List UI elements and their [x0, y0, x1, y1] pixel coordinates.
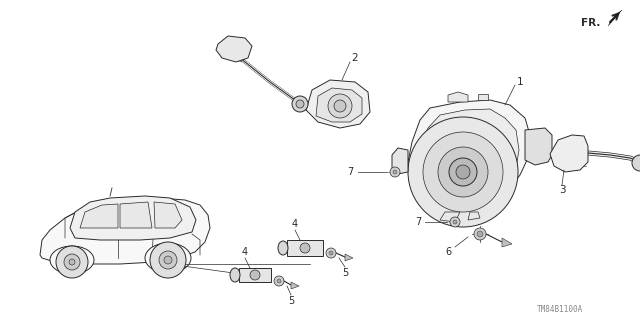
Circle shape [477, 231, 483, 237]
Circle shape [474, 228, 486, 240]
Circle shape [456, 165, 470, 179]
Ellipse shape [230, 268, 240, 282]
Circle shape [69, 259, 75, 265]
Polygon shape [392, 148, 408, 174]
Circle shape [296, 100, 304, 108]
Polygon shape [608, 10, 622, 26]
Circle shape [250, 270, 260, 280]
Circle shape [277, 279, 281, 283]
Polygon shape [316, 88, 362, 122]
Polygon shape [440, 212, 460, 222]
Text: 1: 1 [516, 77, 524, 87]
Ellipse shape [145, 243, 191, 273]
Text: 7: 7 [347, 167, 353, 177]
Text: 5: 5 [288, 296, 294, 306]
Polygon shape [80, 204, 118, 228]
Circle shape [393, 170, 397, 174]
Text: 2: 2 [352, 53, 358, 63]
Circle shape [164, 256, 172, 264]
Circle shape [438, 147, 488, 197]
Polygon shape [216, 36, 252, 62]
Circle shape [450, 217, 460, 227]
Circle shape [274, 276, 284, 286]
Circle shape [300, 243, 310, 253]
Polygon shape [408, 100, 530, 212]
Polygon shape [448, 92, 468, 102]
Polygon shape [502, 238, 512, 247]
Circle shape [150, 242, 186, 278]
Text: 3: 3 [559, 185, 565, 195]
Polygon shape [287, 240, 323, 256]
Polygon shape [291, 282, 299, 289]
Polygon shape [120, 202, 152, 228]
Polygon shape [468, 212, 480, 220]
Circle shape [292, 96, 308, 112]
Circle shape [329, 251, 333, 255]
Circle shape [423, 132, 503, 212]
Text: 7: 7 [415, 217, 421, 227]
Polygon shape [525, 128, 552, 165]
Polygon shape [550, 135, 588, 172]
Text: TM84B1100A: TM84B1100A [537, 306, 583, 315]
Polygon shape [154, 202, 182, 228]
Ellipse shape [50, 246, 94, 274]
Text: 5: 5 [342, 268, 348, 278]
Circle shape [159, 251, 177, 269]
Circle shape [64, 254, 80, 270]
Circle shape [449, 158, 477, 186]
Polygon shape [478, 94, 488, 100]
Circle shape [632, 155, 640, 171]
Circle shape [56, 246, 88, 278]
Polygon shape [40, 198, 210, 264]
Circle shape [390, 167, 400, 177]
Polygon shape [306, 80, 370, 128]
Text: FR.: FR. [581, 18, 600, 28]
Polygon shape [239, 268, 271, 282]
Text: 4: 4 [292, 219, 298, 229]
Text: 6: 6 [445, 247, 451, 257]
Ellipse shape [278, 241, 288, 255]
Polygon shape [420, 109, 519, 198]
Polygon shape [70, 196, 196, 240]
Text: 4: 4 [242, 247, 248, 257]
Circle shape [326, 248, 336, 258]
Polygon shape [345, 254, 353, 261]
Circle shape [328, 94, 352, 118]
Circle shape [408, 117, 518, 227]
Circle shape [453, 220, 457, 224]
Circle shape [334, 100, 346, 112]
